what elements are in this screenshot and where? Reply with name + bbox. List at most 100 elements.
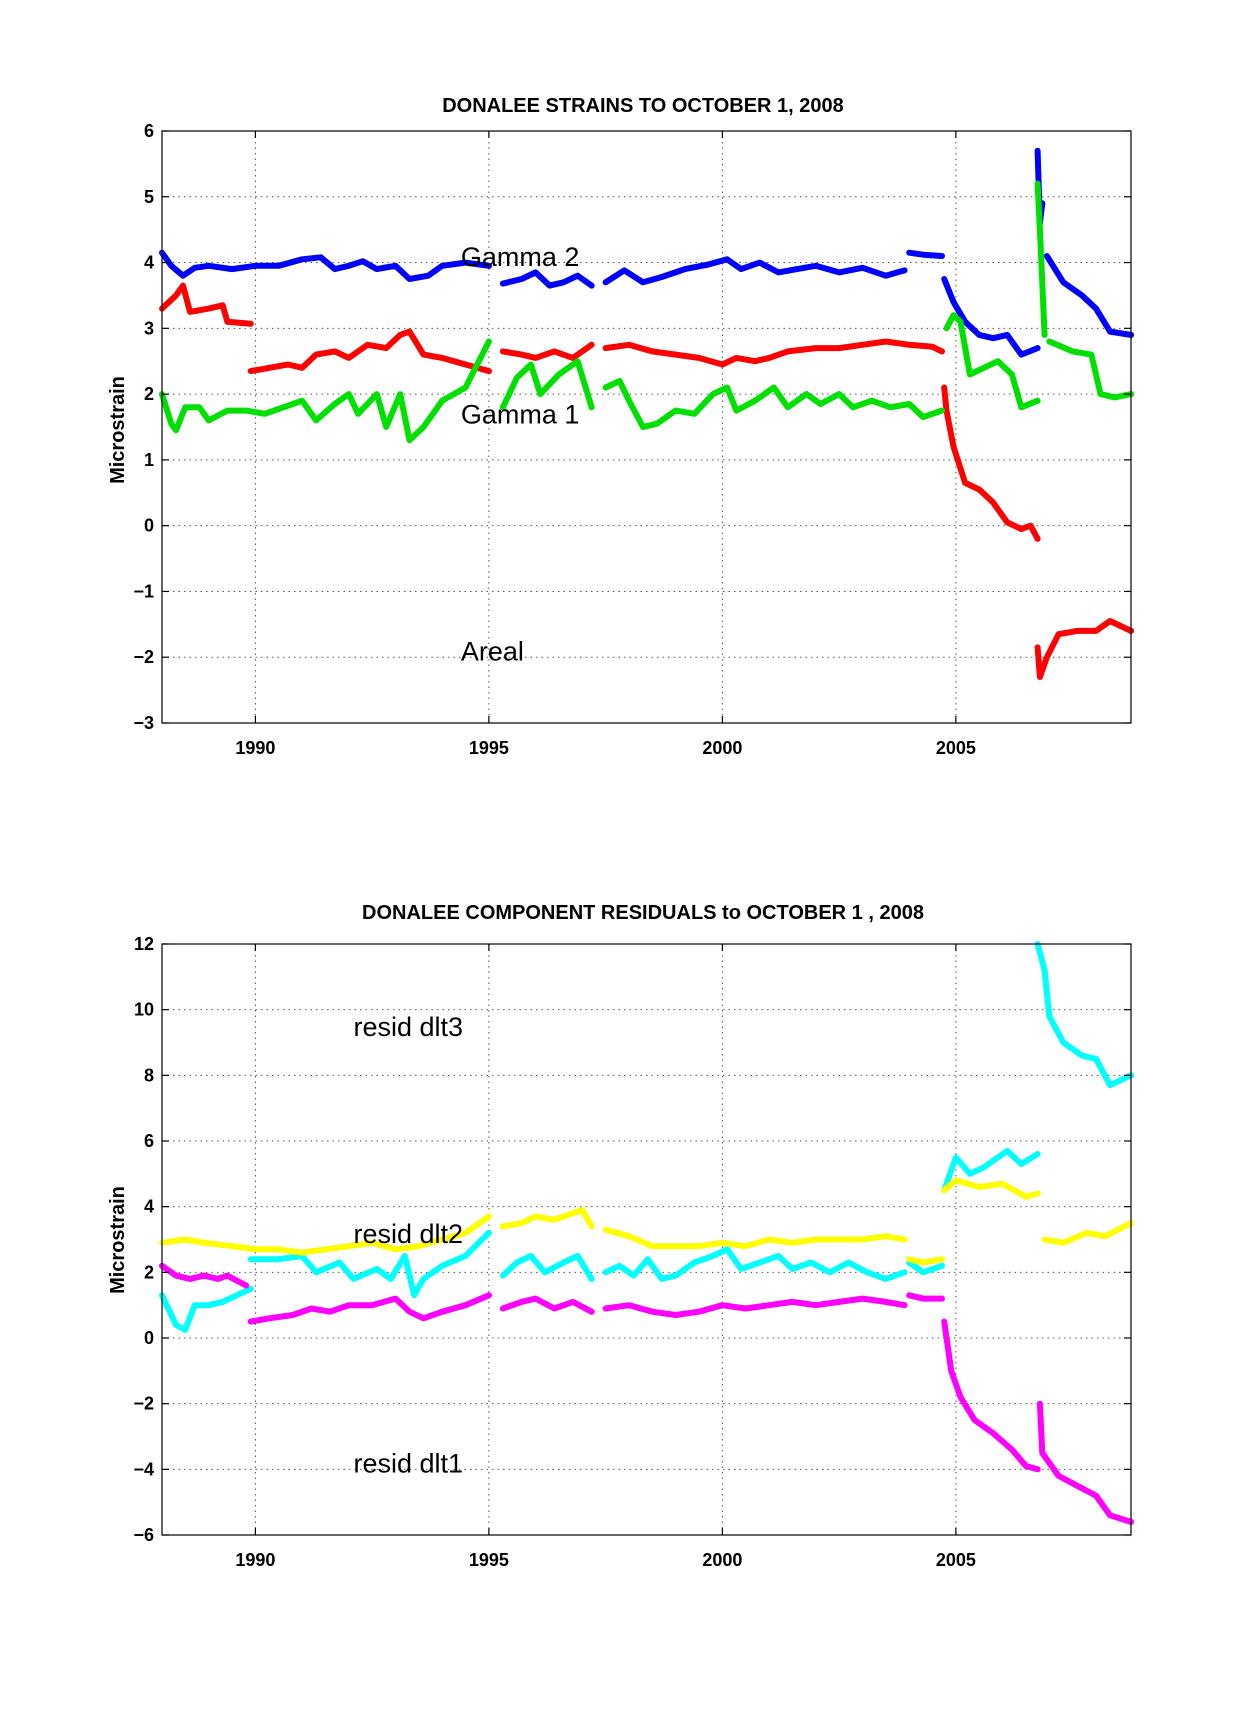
series-segment [159,338,492,444]
data-point [938,253,945,259]
annotation-label: Areal [461,637,524,667]
y-tick-label: 3 [144,318,154,338]
data-point [485,262,492,269]
series-segment [159,1262,250,1289]
data-point [588,1223,595,1230]
plot-frame [161,943,1132,1536]
y-tick-label: 2 [144,384,154,404]
series-segment [941,1147,1041,1194]
y-tick-label: 1 [144,450,154,470]
data-point [485,368,492,375]
series-segment [499,358,595,411]
data-point [1034,1466,1041,1473]
series-segment [499,341,595,361]
data-point [485,1213,492,1220]
series-segment [1041,1220,1134,1246]
series-segment [159,249,492,282]
axes: 1990 1995 2000 2005 −6 −4 −2 0 2 4 6 8 10 12 [133,934,1132,1570]
data-point [1034,1190,1041,1197]
data-point [938,407,945,414]
plot-frame [161,130,1132,724]
series-layer [159,941,1134,1525]
y-tick-label: 12 [134,934,154,954]
y-tick-label: −6 [133,1525,154,1545]
data-point [1034,345,1041,352]
series-segment [602,1295,908,1318]
data-point [588,341,595,348]
series-segment [499,1207,595,1230]
series-layer [159,147,1134,680]
series-segment [906,1256,945,1266]
data-point [901,1269,908,1276]
x-tick-label: 2005 [936,1550,976,1570]
y-tick-label: 4 [144,253,154,273]
annotation-label: resid dlt1 [353,1449,463,1479]
series-segment [602,338,945,368]
x-tick-label: 1990 [235,738,275,758]
data-point [588,1308,595,1315]
x-tick-label: 2000 [702,738,742,758]
y-tick-label: 10 [134,1000,154,1020]
data-point [938,1295,945,1302]
data-point [1034,397,1041,404]
series-segment [247,1292,492,1325]
series-segment [941,1177,1041,1200]
series-segment [906,1292,945,1302]
series-segment [602,378,945,430]
chart-title: DONALEE STRAINS TO OCTOBER 1, 2008 [442,95,844,117]
y-tick-label: 6 [144,121,154,141]
series-segment [906,1259,945,1276]
annotation-label: resid dlt3 [353,1012,463,1042]
series-segment [159,282,254,327]
y-tick-label: −2 [133,647,154,667]
chart-title: DONALEE COMPONENT RESIDUALS to OCTOBER 1… [362,902,924,924]
data-point [901,1236,908,1243]
y-axis-label: Microstrain [107,1186,129,1294]
series-segment [1034,941,1134,1089]
data-point [247,1285,254,1292]
y-tick-label: 4 [144,1197,154,1217]
data-point [247,320,254,327]
data-point [1041,331,1048,338]
x-tick-label: 2000 [702,1550,742,1570]
x-tick-label: 1990 [235,1550,275,1570]
grid [162,943,1131,1536]
series-segment [941,384,1041,542]
data-point [588,1275,595,1282]
series-segment [247,1229,492,1299]
series-segment [1034,618,1134,680]
data-point [588,282,595,289]
data-point [243,1282,250,1289]
residuals-chart: DONALEE COMPONENT RESIDUALS to OCTOBER 1… [107,902,1134,1570]
y-tick-label: 2 [144,1262,154,1282]
data-point [1034,535,1041,542]
series-segment [499,269,595,289]
series-segment [941,276,1041,358]
series-segment [1034,180,1048,338]
annotations: resid dlt3 resid dlt2 resid dlt1 [353,1012,463,1479]
y-tick-label: −2 [133,1394,154,1414]
series-segment [159,1213,492,1256]
series-segment [1036,1400,1134,1525]
y-tick-label: 0 [144,516,154,536]
series-segment [906,249,945,259]
data-point [938,348,945,355]
data-point [485,338,492,345]
axes: 1990 1995 2000 2005 −3 −2 −1 0 1 2 3 4 5 6 [133,121,1132,758]
series-segment [1043,253,1134,338]
series-segment [941,1318,1041,1473]
data-point [938,1256,945,1263]
annotation-label: resid dlt2 [353,1219,463,1249]
data-point [485,1292,492,1299]
y-tick-label: 5 [144,187,154,207]
data-point [1034,1151,1041,1158]
series-segment [602,1246,908,1282]
series-segment [499,1252,595,1282]
y-axis-label: Microstrain [107,376,129,484]
y-tick-label: −4 [133,1459,154,1479]
x-tick-label: 1995 [469,1550,509,1570]
series-segment [1046,338,1134,401]
data-point [485,1229,492,1236]
data-point [901,1302,908,1309]
